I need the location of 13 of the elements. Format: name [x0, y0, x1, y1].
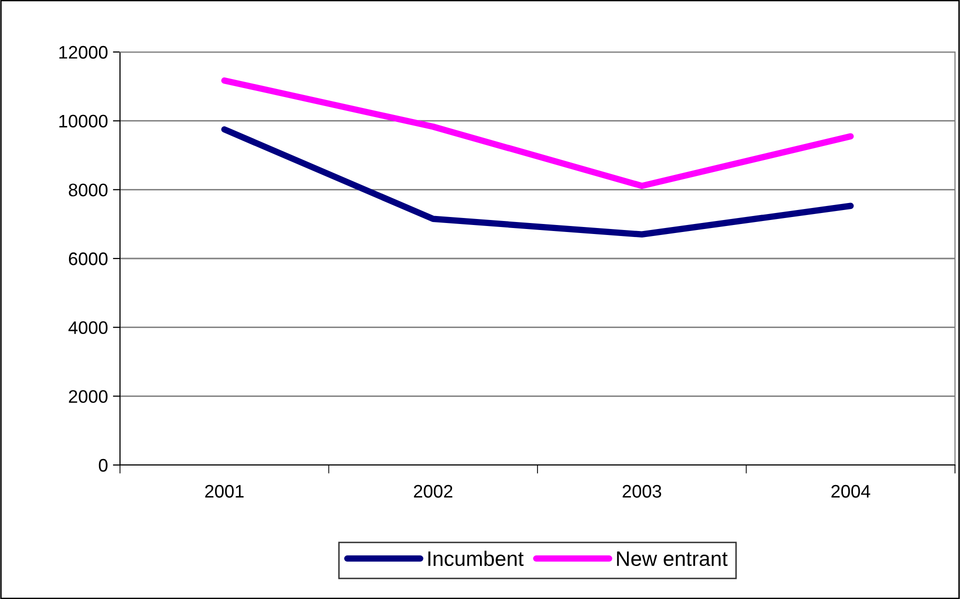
y-tick-label: 0	[98, 458, 108, 472]
x-tick-label: 2001	[205, 484, 244, 498]
y-tick-label: 12000	[59, 46, 108, 59]
legend-label: New entrant	[617, 551, 728, 566]
y-tick-label: 4000	[68, 321, 108, 334]
y-tick-label: 2000	[68, 390, 108, 403]
y-tick-label: 10000	[59, 114, 108, 128]
y-tick-label: 8000	[68, 184, 108, 196]
x-tick-label: 2004	[831, 484, 870, 498]
x-tick-label: 2003	[622, 484, 662, 498]
legend-label: Incumbent	[428, 550, 524, 566]
y-tick-label: 6000	[68, 252, 108, 266]
x-tick-label: 2002	[414, 484, 452, 498]
